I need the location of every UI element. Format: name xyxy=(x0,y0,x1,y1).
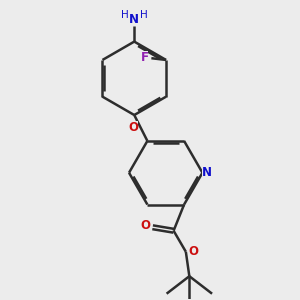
Text: H: H xyxy=(140,11,148,20)
Text: N: N xyxy=(129,14,139,26)
Text: F: F xyxy=(140,51,148,64)
Text: O: O xyxy=(188,245,199,258)
Text: O: O xyxy=(141,219,151,232)
Text: O: O xyxy=(128,122,138,134)
Text: N: N xyxy=(202,166,212,179)
Text: H: H xyxy=(121,11,128,20)
